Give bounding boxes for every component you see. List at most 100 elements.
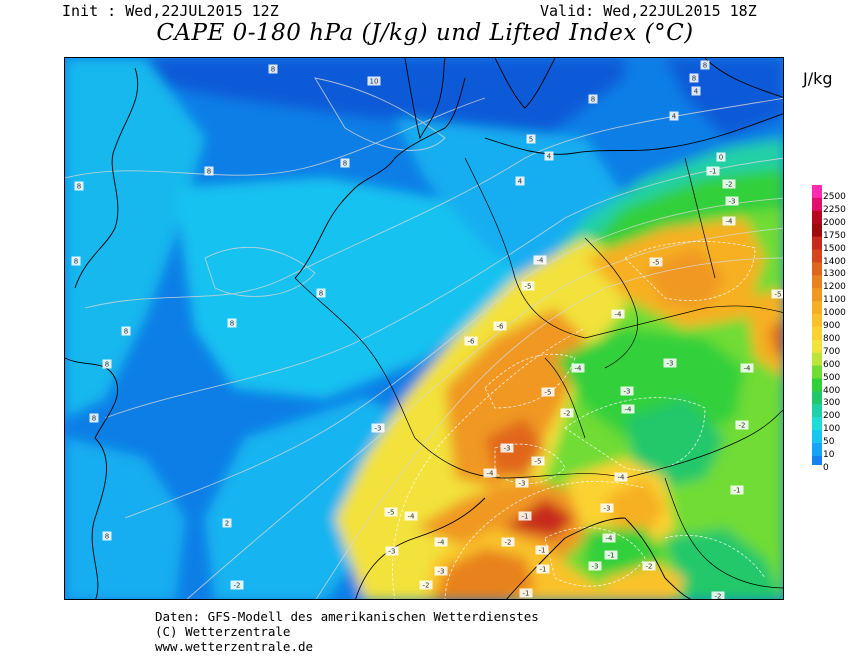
- li-label: -3: [434, 566, 448, 576]
- li-label: -1: [604, 550, 618, 560]
- svg-text:4: 4: [672, 113, 677, 121]
- legend-label-1000: 1000: [823, 308, 846, 319]
- svg-text:8: 8: [77, 183, 81, 191]
- legend-label-800: 800: [823, 333, 841, 344]
- footer-url[interactable]: www.wetterzentrale.de: [155, 639, 314, 654]
- svg-text:-2: -2: [715, 593, 722, 601]
- li-label: 8: [102, 531, 112, 541]
- svg-text:5: 5: [529, 136, 533, 144]
- li-label: 8: [588, 94, 598, 104]
- legend-label-1300: 1300: [823, 269, 846, 280]
- svg-text:-4: -4: [625, 406, 633, 414]
- li-label: -3: [500, 443, 514, 453]
- li-label: 5: [526, 134, 536, 144]
- svg-text:-1: -1: [734, 487, 741, 495]
- legend-label-600: 600: [823, 359, 841, 370]
- svg-text:-3: -3: [729, 198, 736, 206]
- legend-label-700: 700: [823, 346, 841, 357]
- svg-text:-3: -3: [375, 425, 382, 433]
- li-label: 4: [669, 111, 679, 121]
- cape-field: [65, 58, 783, 599]
- svg-text:-5: -5: [388, 509, 395, 517]
- li-label: -2: [722, 179, 736, 189]
- svg-text:8: 8: [92, 415, 96, 423]
- li-label: 2: [222, 518, 232, 528]
- legend-swatch-0: [812, 455, 822, 465]
- legend-swatch-400: [812, 378, 822, 392]
- legend-label-1200: 1200: [823, 282, 846, 293]
- li-label: -6: [493, 321, 507, 331]
- li-label: -4: [404, 511, 418, 521]
- li-label: -3: [588, 561, 602, 571]
- legend-swatch-2250: [812, 197, 822, 212]
- legend-label-900: 900: [823, 321, 841, 331]
- svg-text:-3: -3: [624, 388, 631, 396]
- li-label: -5: [384, 507, 398, 517]
- li-label: 8: [700, 60, 710, 70]
- lifted-index-contours: [65, 77, 783, 599]
- svg-text:-2: -2: [739, 422, 746, 430]
- li-label: -1: [730, 485, 744, 495]
- svg-text:8: 8: [319, 290, 323, 298]
- li-label: -4: [483, 468, 497, 478]
- svg-text:-4: -4: [487, 470, 495, 478]
- svg-text:-3: -3: [604, 505, 611, 513]
- svg-text:8: 8: [105, 533, 109, 541]
- li-label: -4: [602, 533, 616, 543]
- svg-text:-2: -2: [505, 539, 512, 547]
- li-label: 10: [367, 76, 381, 86]
- svg-text:-3: -3: [667, 360, 674, 368]
- legend-label-1750: 1750: [823, 230, 846, 241]
- li-label: -2: [711, 591, 725, 601]
- lifted-index-labels: 810888445484880-1-2-3-4888888-4-5-5-5-4-…: [71, 60, 783, 601]
- footer-data-source: Daten: GFS-Modell des amerikanischen Wet…: [155, 609, 539, 624]
- legend-swatch-1750: [812, 223, 822, 238]
- li-label: 8: [227, 318, 237, 328]
- li-label: -3: [515, 478, 529, 488]
- svg-text:-2: -2: [726, 181, 733, 189]
- li-label: 8: [121, 326, 131, 336]
- li-label: -3: [725, 196, 739, 206]
- svg-text:-2: -2: [646, 563, 653, 571]
- svg-text:-1: -1: [539, 547, 546, 555]
- li-label: -5: [649, 257, 663, 267]
- svg-text:-4: -4: [615, 311, 623, 319]
- li-label: -1: [518, 511, 532, 521]
- legend-label-0: 0: [823, 462, 829, 473]
- svg-text:-5: -5: [525, 283, 532, 291]
- svg-text:-4: -4: [537, 257, 545, 265]
- legend-swatch-1200: [812, 275, 822, 289]
- li-label: -1: [535, 545, 549, 555]
- li-label: -5: [771, 289, 783, 299]
- legend-swatch-1400: [812, 249, 822, 263]
- svg-text:10: 10: [370, 78, 379, 86]
- svg-text:-3: -3: [389, 548, 396, 556]
- legend-label-2500: 2500: [823, 192, 846, 202]
- legend-label-50: 50: [823, 437, 835, 448]
- li-label: 8: [89, 413, 99, 423]
- svg-text:8: 8: [343, 160, 347, 168]
- legend-unit: J/kg: [803, 69, 833, 88]
- li-label: -4: [740, 363, 754, 373]
- svg-text:4: 4: [547, 153, 552, 161]
- li-label: -2: [501, 537, 515, 547]
- li-label: -4: [621, 404, 635, 414]
- legend-swatch-1300: [812, 262, 822, 276]
- svg-text:8: 8: [692, 75, 696, 83]
- li-label: 4: [515, 176, 525, 186]
- li-label: 0: [716, 152, 726, 162]
- li-label: 8: [268, 64, 278, 74]
- svg-text:-1: -1: [522, 513, 529, 521]
- svg-text:-6: -6: [468, 338, 476, 346]
- legend-label-1500: 1500: [823, 243, 846, 254]
- legend-swatch-700: [812, 339, 822, 354]
- svg-text:8: 8: [591, 96, 595, 104]
- legend-swatch-200: [812, 404, 822, 418]
- init-time: Init : Wed,22JUL2015 12Z: [62, 2, 279, 20]
- li-label: 4: [544, 151, 554, 161]
- svg-text:-1: -1: [540, 566, 547, 574]
- li-label: -5: [531, 456, 545, 466]
- legend-label-500: 500: [823, 372, 841, 383]
- legend-label-1100: 1100: [823, 295, 846, 306]
- svg-text:-6: -6: [497, 323, 505, 331]
